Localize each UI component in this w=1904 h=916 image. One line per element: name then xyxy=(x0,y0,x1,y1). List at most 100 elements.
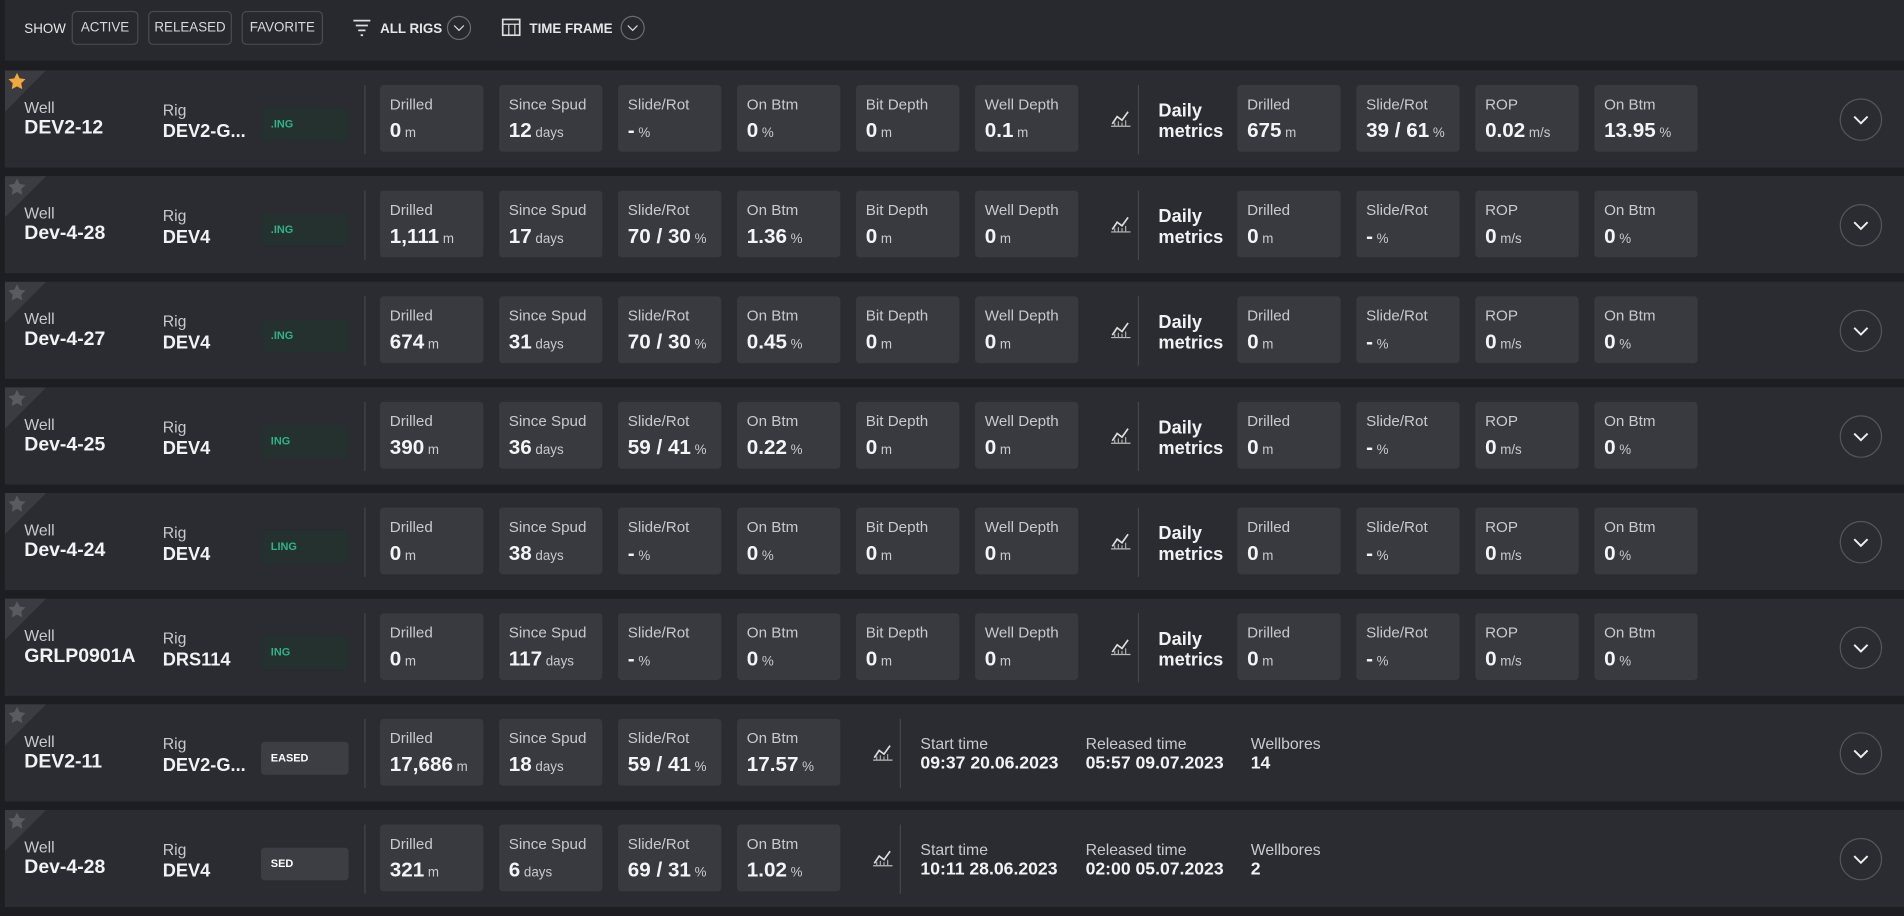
metric-label: Slide/Rot xyxy=(627,307,690,325)
metric-card: Since Spud 38 days xyxy=(499,507,603,575)
metric-value: 39 / 61% xyxy=(1366,119,1445,143)
rig-name: DEV4 xyxy=(162,544,211,565)
metric-label: Drilled xyxy=(389,729,433,747)
metric-number: 0 xyxy=(1604,330,1616,354)
metric-card: Since Spud 31 days xyxy=(499,296,603,364)
metric-number: 18 xyxy=(508,752,532,776)
trend-icon xyxy=(873,745,893,761)
metric-card: On Btm 1.36% xyxy=(737,190,841,258)
filter-button[interactable]: ACTIVE xyxy=(71,10,139,45)
metric-unit: days xyxy=(535,337,564,353)
favorite-star xyxy=(4,70,47,112)
metric-unit: m xyxy=(880,231,893,247)
metric-number: 6 xyxy=(508,858,521,882)
metric-number: 675 xyxy=(1247,119,1282,143)
metric-number: 1.36 xyxy=(746,224,787,248)
metric-unit: m xyxy=(880,443,893,458)
metric-unit: m xyxy=(999,654,1012,670)
time-frame-dropdown[interactable]: TIME FRAME xyxy=(529,21,613,37)
daily-label: Daily metrics xyxy=(1158,206,1224,248)
expand-button[interactable] xyxy=(1839,732,1883,775)
metric-label: Bit Depth xyxy=(865,95,929,113)
metric-unit: m xyxy=(880,126,893,141)
status-badge: .ING xyxy=(261,108,349,141)
favorite-star xyxy=(4,281,47,324)
metric-number: 1,111 xyxy=(389,224,440,248)
metric-label: Since Spud xyxy=(508,307,587,325)
metric-number: 0 xyxy=(1485,224,1497,248)
metric-number: 36 xyxy=(508,435,532,460)
expand-button[interactable] xyxy=(1839,204,1883,247)
status-badge: ING xyxy=(261,636,349,670)
well-name: Dev-4-28 xyxy=(24,857,106,878)
metric-number: 0 xyxy=(865,330,878,354)
status-badge: EASED xyxy=(261,741,349,775)
metric-label: Since Spud xyxy=(508,835,587,853)
expand-button[interactable] xyxy=(1839,415,1883,458)
metric-card: Drilled 674 m xyxy=(380,296,484,364)
metric-card: Well Depth 0 m xyxy=(975,296,1079,364)
chevron-icon xyxy=(1853,855,1869,865)
metric-number: - xyxy=(627,647,635,671)
metric-value: 0% xyxy=(1604,647,1631,671)
metric-label: Slide/Rot xyxy=(627,95,690,113)
metric-card: Drilled 0 m xyxy=(1237,401,1341,469)
rig-name: DEV4 xyxy=(162,332,211,354)
metric-value: 0 m/s xyxy=(1485,225,1522,249)
metric-value: 0.45% xyxy=(747,330,803,354)
rigs-dropdown[interactable]: ALL RIGS xyxy=(380,21,443,37)
expand-button[interactable] xyxy=(1839,98,1883,141)
well-row: Well Dev-4-28 Rig DEV4 .ING Drilled 1,111 m Sinc… xyxy=(4,176,1904,274)
metric-value: 70 / 30% xyxy=(628,225,707,249)
release-value: 14 xyxy=(1250,754,1271,774)
metric-value: 674 m xyxy=(390,330,439,354)
status-badge: ING xyxy=(261,425,349,458)
metric-number: 12 xyxy=(508,119,532,143)
metric-unit: m xyxy=(404,126,417,141)
metric-value: 12 days xyxy=(509,119,564,143)
metric-value: 31 days xyxy=(509,330,564,354)
favorite-star xyxy=(4,176,47,218)
expand-button[interactable] xyxy=(1839,626,1883,670)
metric-label: Drilled xyxy=(1247,95,1291,113)
metric-card: Well Depth 0 m xyxy=(975,507,1079,575)
metric-card: Drilled 0 m xyxy=(1237,507,1341,575)
metric-card: Bit Depth 0 m xyxy=(856,401,960,469)
metric-card: Drilled 0 m xyxy=(380,507,484,575)
rig-name: DEV4 xyxy=(162,227,211,248)
dropdown-chevron[interactable] xyxy=(446,15,472,41)
metric-card: Well Depth 0.1 m xyxy=(975,85,1079,152)
well-row: Well Dev-4-28 Rig DEV4 SED Drilled 321 m Since S… xyxy=(4,809,1904,908)
metric-unit: m/s xyxy=(1528,126,1551,141)
well-row: Well Dev-4-25 Rig DEV4 ING Drilled 390 m Since S… xyxy=(4,387,1904,485)
metric-label: Slide/Rot xyxy=(1366,307,1428,325)
metric-label: Well Depth xyxy=(984,95,1059,113)
metric-number: - xyxy=(1366,224,1373,248)
metric-unit: % xyxy=(1376,231,1389,247)
metric-card: On Btm 0% xyxy=(1594,190,1698,258)
metric-number: 0 xyxy=(865,541,878,565)
metric-number: 321 xyxy=(389,858,425,882)
metric-label: On Btm xyxy=(746,624,799,642)
trend-icon xyxy=(1111,111,1131,127)
expand-button[interactable] xyxy=(1839,520,1883,564)
metric-unit: days xyxy=(535,231,564,247)
show-label: SHOW xyxy=(24,21,66,37)
metric-label: Slide/Rot xyxy=(1366,201,1428,219)
metric-value: 36 days xyxy=(509,436,564,460)
filter-button[interactable]: FAVORITE xyxy=(241,10,324,45)
filter-button[interactable]: RELEASED xyxy=(148,10,232,45)
metric-unit: % xyxy=(1619,443,1632,458)
metric-unit: % xyxy=(790,443,803,458)
expand-button[interactable] xyxy=(1839,309,1883,353)
metric-card: Slide/Rot 70 / 30% xyxy=(618,296,722,364)
dropdown-chevron[interactable] xyxy=(620,15,645,41)
expand-button[interactable] xyxy=(1839,837,1883,881)
metric-value: 0% xyxy=(747,542,774,566)
